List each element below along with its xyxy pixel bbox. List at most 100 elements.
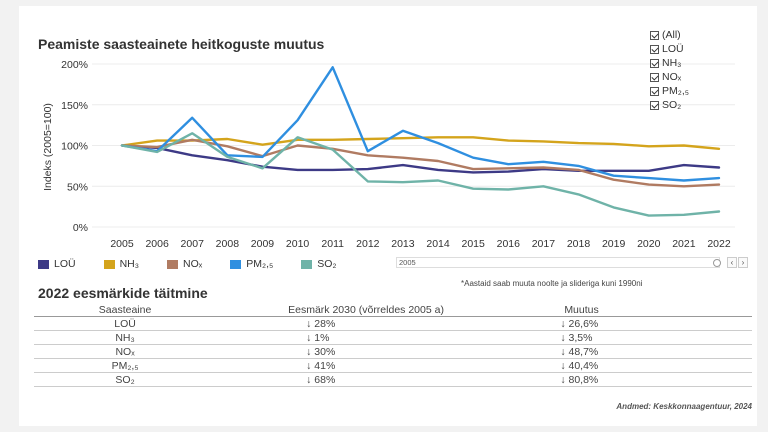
cell-change: ↓ 48,7% bbox=[468, 344, 752, 359]
filter-nh3[interactable]: NH₃ bbox=[650, 56, 689, 70]
legend-item-nox[interactable]: NOₓ bbox=[167, 258, 202, 270]
table-row: SO₂ ↓ 68% ↓ 80,8% bbox=[34, 372, 752, 387]
chart-series[interactable] bbox=[120, 66, 721, 217]
filter-lou[interactable]: LOÜ bbox=[650, 42, 689, 56]
table-title: 2022 eesmärkide täitmine bbox=[38, 285, 208, 301]
legend-swatch bbox=[167, 259, 179, 269]
series-line[interactable] bbox=[120, 138, 721, 188]
x-tick-label: 2022 bbox=[707, 238, 731, 250]
cell-target: ↓ 1% bbox=[216, 330, 469, 345]
x-tick-label: 2013 bbox=[391, 238, 415, 250]
cell-change: ↓ 40,4% bbox=[468, 358, 752, 373]
legend-swatch bbox=[301, 259, 313, 269]
cell-target: ↓ 68% bbox=[216, 372, 469, 387]
filter-label: (All) bbox=[662, 29, 681, 41]
chart-title: Peamiste saasteainete heitkoguste muutus bbox=[38, 36, 325, 52]
x-tick-label: 2005 bbox=[110, 238, 134, 250]
y-axis-title: Indeks (2005=100) bbox=[42, 103, 54, 191]
checkbox-icon[interactable] bbox=[650, 100, 659, 110]
filter-pm25[interactable]: PM₂,₅ bbox=[650, 84, 689, 98]
legend-label: NOₓ bbox=[183, 258, 203, 270]
prev-year-button[interactable]: ‹ bbox=[727, 257, 737, 268]
x-axis-ticks: 2005 2006 2007 2008 2009 2010 2011 2012 2013 2014… bbox=[110, 238, 731, 250]
legend-item-pm25[interactable]: PM₂,₅ bbox=[230, 258, 273, 270]
legend-swatch bbox=[230, 259, 242, 269]
filter-label: LOÜ bbox=[662, 43, 684, 55]
cell-target: ↓ 28% bbox=[216, 316, 469, 331]
year-step-controls: ‹ › bbox=[727, 257, 749, 268]
table-row: NH₃ ↓ 1% ↓ 3,5% bbox=[34, 330, 752, 345]
filter-label: NH₃ bbox=[662, 57, 682, 69]
y-tick-label: 200% bbox=[61, 59, 88, 71]
column-header: Eesmärk 2030 (võrreldes 2005 a) bbox=[216, 303, 469, 317]
x-tick-label: 2018 bbox=[567, 238, 591, 250]
targets-table: Saasteaine Eesmärk 2030 (võrreldes 2005 … bbox=[34, 303, 752, 387]
x-tick-label: 2017 bbox=[532, 238, 556, 250]
chart-legend: LOÜ NH₃ NOₓ PM₂,₅ SO₂ bbox=[38, 258, 364, 270]
cell-change: ↓ 26,6% bbox=[468, 316, 752, 331]
x-tick-label: 2019 bbox=[602, 238, 626, 250]
x-tick-label: 2016 bbox=[497, 238, 521, 250]
legend-item-nh3[interactable]: NH₃ bbox=[103, 258, 140, 270]
legend-item-lou[interactable]: LOÜ bbox=[38, 258, 76, 270]
slider-value: 2005 bbox=[399, 258, 416, 267]
cell-target: ↓ 41% bbox=[216, 358, 469, 373]
y-tick-label: 100% bbox=[61, 141, 88, 153]
checkbox-icon[interactable] bbox=[650, 86, 659, 96]
series-line[interactable] bbox=[120, 144, 721, 174]
legend-label: NH₃ bbox=[119, 258, 140, 270]
slider-handle[interactable] bbox=[713, 259, 721, 267]
filter-label: SO₂ bbox=[662, 99, 682, 111]
legend-item-so2[interactable]: SO₂ bbox=[301, 258, 336, 270]
x-tick-label: 2020 bbox=[637, 238, 661, 250]
y-tick-label: 0% bbox=[73, 222, 88, 234]
y-axis-ticks: 200% 150% 100% 50% 0% bbox=[61, 59, 88, 234]
legend-swatch bbox=[103, 259, 115, 269]
x-tick-label: 2014 bbox=[426, 238, 450, 250]
series-line[interactable] bbox=[120, 132, 721, 217]
filter-nox[interactable]: NOₓ bbox=[650, 70, 689, 84]
chart-grid bbox=[92, 63, 735, 228]
legend-swatch bbox=[38, 259, 49, 269]
x-tick-label: 2011 bbox=[321, 238, 344, 250]
checkbox-icon[interactable] bbox=[650, 30, 659, 40]
checkbox-icon[interactable] bbox=[650, 44, 659, 54]
x-tick-label: 2007 bbox=[181, 238, 205, 250]
column-header: Saasteaine bbox=[34, 303, 217, 317]
cell-pollutant: SO₂ bbox=[34, 372, 217, 387]
series-line[interactable] bbox=[120, 66, 721, 182]
table-row: PM₂,₅ ↓ 41% ↓ 40,4% bbox=[34, 358, 752, 373]
filter-label: PM₂,₅ bbox=[662, 85, 689, 97]
table-row: LOÜ ↓ 28% ↓ 26,6% bbox=[34, 316, 752, 331]
checkbox-icon[interactable] bbox=[650, 72, 659, 82]
cell-pollutant: PM₂,₅ bbox=[34, 358, 217, 373]
cell-pollutant: NOₓ bbox=[34, 344, 217, 359]
y-tick-label: 50% bbox=[67, 181, 88, 193]
cell-change: ↓ 80,8% bbox=[468, 372, 752, 387]
x-tick-label: 2012 bbox=[356, 238, 380, 250]
next-year-button[interactable]: › bbox=[738, 257, 748, 268]
filter-so2[interactable]: SO₂ bbox=[650, 98, 689, 112]
table-row: NOₓ ↓ 30% ↓ 48,7% bbox=[34, 344, 752, 359]
x-tick-label: 2021 bbox=[672, 238, 696, 250]
legend-label: LOÜ bbox=[54, 258, 76, 270]
slider-note: *Aastaid saab muuta noolte ja slideriga … bbox=[461, 279, 643, 288]
column-header: Muutus bbox=[468, 303, 752, 317]
legend-label: PM₂,₅ bbox=[246, 258, 274, 270]
series-filter: (All) LOÜ NH₃ NOₓ PM₂,₅ SO₂ bbox=[650, 28, 689, 112]
filter-all[interactable]: (All) bbox=[650, 28, 689, 42]
cell-target: ↓ 30% bbox=[216, 344, 469, 359]
table-header-row: Saasteaine Eesmärk 2030 (võrreldes 2005 … bbox=[34, 303, 752, 317]
year-slider[interactable]: 2005 bbox=[396, 257, 721, 268]
y-tick-label: 150% bbox=[61, 100, 88, 112]
legend-label: SO₂ bbox=[317, 258, 337, 270]
checkbox-icon[interactable] bbox=[650, 58, 659, 68]
x-tick-label: 2008 bbox=[216, 238, 240, 250]
x-tick-label: 2010 bbox=[286, 238, 310, 250]
x-tick-label: 2006 bbox=[145, 238, 169, 250]
filter-label: NOₓ bbox=[662, 71, 682, 83]
cell-change: ↓ 3,5% bbox=[468, 330, 752, 345]
x-tick-label: 2009 bbox=[251, 238, 275, 250]
